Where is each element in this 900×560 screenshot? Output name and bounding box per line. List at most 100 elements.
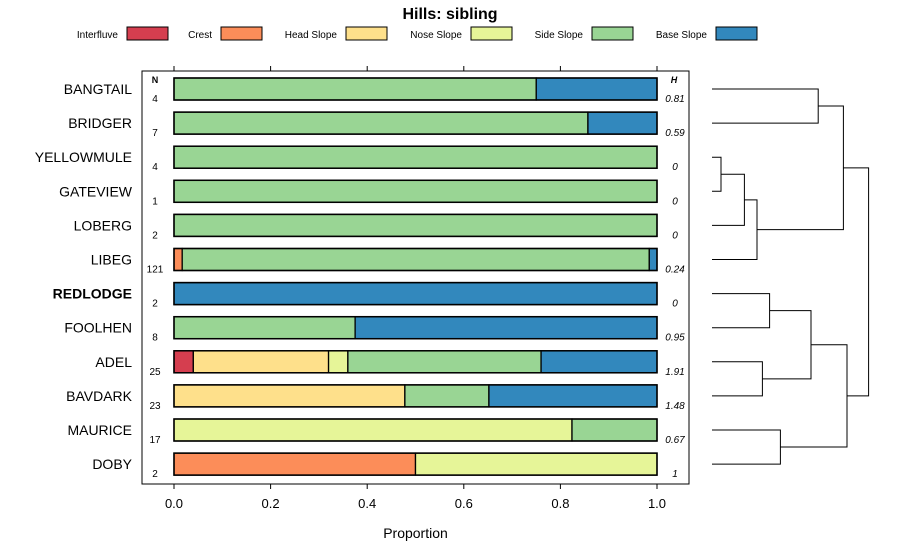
h-value: 1.48 <box>665 401 685 412</box>
bar-segment-base-slope <box>587 111 658 135</box>
bar-segment-nose-slope <box>327 350 349 374</box>
h-column-header: H <box>671 75 678 85</box>
category-label: BAVDARK <box>66 388 133 404</box>
n-value: 1 <box>152 196 158 207</box>
bar-segment-side-slope <box>571 418 658 442</box>
bar-segment-side-slope <box>173 77 537 101</box>
legend-swatch <box>591 26 634 41</box>
bar-segment-nose-slope <box>173 418 573 442</box>
x-axis-label: Proportion <box>383 525 448 541</box>
n-value: 2 <box>152 299 158 310</box>
x-tick-label: 0.4 <box>358 496 376 511</box>
h-value: 0 <box>672 230 678 241</box>
h-value: 1.91 <box>665 367 684 378</box>
legend-label: Interfluve <box>77 30 119 41</box>
bar-outline <box>173 77 658 101</box>
n-value: 17 <box>149 435 161 446</box>
bar-segment-crest <box>173 452 417 476</box>
bar-outline <box>173 452 658 476</box>
dendrogram-branch <box>712 156 722 192</box>
h-value: 1 <box>672 469 678 480</box>
category-label: YELLOWMULE <box>35 149 132 165</box>
dendrogram-branch <box>712 88 819 124</box>
bar-outline <box>173 384 658 408</box>
bar-segment-base-slope <box>354 316 658 340</box>
legend-label: Crest <box>188 30 212 41</box>
n-value: 4 <box>152 94 158 105</box>
dendrogram-branch <box>712 173 745 226</box>
dendrogram-branch <box>712 293 771 329</box>
n-value: 8 <box>152 333 158 344</box>
n-value: 2 <box>152 230 158 241</box>
dendrogram-branch <box>780 344 848 448</box>
x-tick-label: 0.2 <box>262 496 280 511</box>
bar-segment-head-slope <box>173 384 406 408</box>
category-label: BRIDGER <box>68 115 132 131</box>
bar-outline <box>173 145 658 169</box>
dendrogram-branch <box>712 199 758 260</box>
h-value: 0.95 <box>665 333 685 344</box>
dendrogram-branch <box>757 105 844 231</box>
bar-segment-side-slope <box>173 145 658 169</box>
legend-swatch <box>345 26 388 41</box>
dendrogram-branch <box>712 429 781 465</box>
x-tick-label: 0.8 <box>551 496 569 511</box>
category-label: LIBEG <box>91 252 132 268</box>
bar-outline <box>173 315 658 340</box>
bar-segment-base-slope <box>173 281 658 306</box>
n-value: 2 <box>152 469 158 480</box>
chart-title: Hills: sibling <box>402 6 497 23</box>
bar-segment-side-slope <box>173 213 658 238</box>
h-value: 0.67 <box>665 435 685 446</box>
h-value: 0.59 <box>665 128 685 139</box>
legend-swatch <box>126 26 169 41</box>
bar-segment-crest <box>173 247 183 272</box>
dendrogram-branch <box>843 167 870 397</box>
n-column-header: N <box>152 75 159 85</box>
bar-segment-base-slope <box>535 77 658 101</box>
bar-segment-side-slope <box>173 111 589 135</box>
bar-segment-side-slope <box>173 179 658 203</box>
n-value: 121 <box>147 265 164 276</box>
dendrogram-branch <box>712 361 763 397</box>
legend-swatch <box>470 26 513 41</box>
bar-outline <box>173 179 658 204</box>
legend-label: Nose Slope <box>410 30 462 41</box>
bar-segment-base-slope <box>540 350 658 374</box>
category-label: DOBY <box>92 456 132 472</box>
bar-outline <box>173 213 658 238</box>
category-label: FOOLHEN <box>64 320 132 336</box>
n-value: 7 <box>152 128 158 139</box>
h-value: 0 <box>672 196 678 207</box>
bar-outline <box>173 281 658 306</box>
h-value: 0 <box>672 299 678 310</box>
category-label: MAURICE <box>67 422 132 438</box>
bar-outline <box>173 418 658 442</box>
bar-outline <box>173 247 658 272</box>
bar-segment-side-slope <box>181 247 650 272</box>
n-value: 4 <box>152 162 158 173</box>
legend-label: Head Slope <box>285 30 338 41</box>
category-label: REDLODGE <box>53 286 132 302</box>
bar-segment-side-slope <box>347 350 542 374</box>
bar-segment-interfluve <box>173 350 194 374</box>
bar-outline <box>173 350 658 374</box>
bar-outline <box>173 111 658 135</box>
bar-segment-nose-slope <box>414 452 658 476</box>
category-label: ADEL <box>95 354 132 370</box>
category-label: LOBERG <box>74 217 132 233</box>
plot-frame <box>141 70 690 485</box>
legend-label: Side Slope <box>535 30 584 41</box>
x-tick-label: 1.0 <box>648 496 666 511</box>
n-value: 25 <box>149 367 161 378</box>
n-value: 23 <box>149 401 161 412</box>
bar-segment-base-slope <box>488 384 658 408</box>
category-label: BANGTAIL <box>64 81 132 97</box>
h-value: 0.81 <box>665 94 684 105</box>
x-tick-label: 0.0 <box>165 496 183 511</box>
bar-segment-head-slope <box>192 350 330 374</box>
bar-segment-base-slope <box>648 247 658 272</box>
bar-segment-side-slope <box>404 384 490 408</box>
h-value: 0.24 <box>665 265 685 276</box>
